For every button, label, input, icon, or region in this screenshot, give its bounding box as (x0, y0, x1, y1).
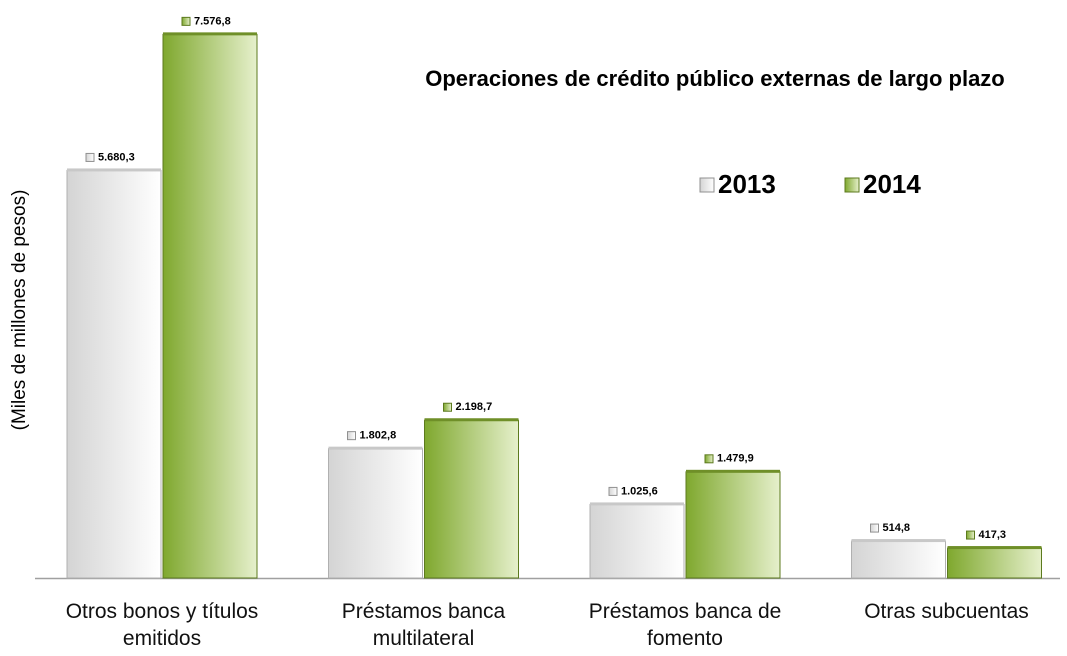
chart-title: Operaciones de crédito público externas … (425, 66, 1005, 91)
bar (947, 547, 1042, 579)
value-label: 1.479,9 (717, 453, 754, 465)
value-label-key (870, 523, 879, 533)
bar (66, 169, 162, 579)
bar (162, 33, 258, 579)
value-label-key (181, 16, 191, 26)
value-label-key (347, 431, 356, 441)
x-tick-label: Préstamos banca de fomento (588, 600, 782, 650)
x-tick-label: Préstamos banca multilateral (341, 600, 506, 650)
value-label-key (966, 530, 975, 540)
bar-top-edge (328, 446, 423, 450)
x-tick-label: Otros bonos y títulos emitidos (65, 600, 259, 650)
bar (685, 471, 781, 579)
bar-top-edge (67, 168, 161, 172)
value-label: 514,8 (883, 522, 911, 534)
bar-top-edge (163, 32, 257, 36)
value-label: 417,3 (979, 529, 1007, 541)
value-label: 7.576,8 (194, 15, 231, 27)
bar-top-edge (851, 539, 946, 543)
bar-top-edge (424, 418, 519, 422)
value-label: 1.025,6 (621, 485, 658, 497)
value-label-key (85, 152, 95, 162)
bar (328, 448, 423, 579)
value-label-key (443, 402, 452, 412)
legend-label: 2013 (718, 169, 776, 199)
y-axis-label: (Miles de millones de pesos) (9, 190, 30, 431)
value-label-key (608, 486, 618, 496)
value-label: 5.680,3 (98, 151, 135, 163)
value-label-key (704, 454, 714, 464)
legend-key (699, 177, 715, 193)
bar-top-edge (590, 502, 684, 506)
value-label: 1.802,8 (360, 430, 397, 442)
legend-label: 2014 (863, 169, 921, 199)
bar-top-edge (686, 469, 780, 473)
value-label: 2.198,7 (456, 401, 493, 413)
bar (424, 419, 519, 579)
x-tick-label: Otras subcuentas (864, 600, 1029, 623)
bar (589, 503, 685, 579)
bar-top-edge (947, 546, 1042, 550)
bar (851, 540, 946, 579)
legend-key (844, 177, 860, 193)
